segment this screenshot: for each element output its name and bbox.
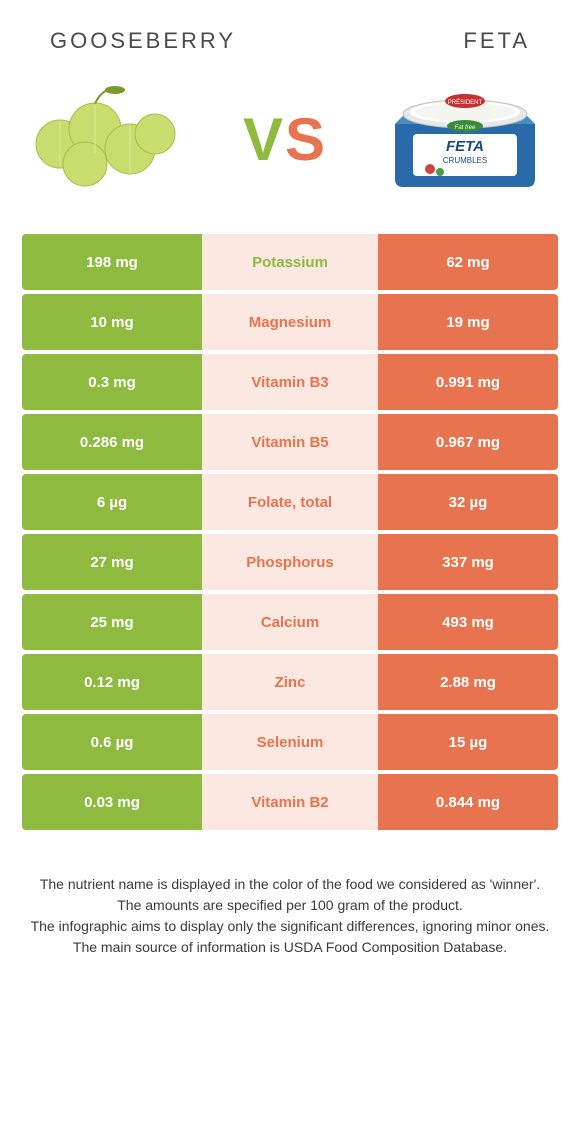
vs-s: S — [285, 106, 327, 173]
right-value: 337 mg — [378, 534, 558, 590]
nutrient-label: Vitamin B3 — [202, 354, 378, 410]
vs-label: VS — [243, 105, 327, 174]
footer-line: The amounts are specified per 100 gram o… — [28, 895, 552, 916]
footer-line: The main source of information is USDA F… — [28, 937, 552, 958]
hero-row: VS FETA CRUMBLES PRÉSIDENT Fat free — [0, 64, 580, 234]
left-value: 0.6 µg — [22, 714, 202, 770]
nutrient-label: Folate, total — [202, 474, 378, 530]
right-value: 2.88 mg — [378, 654, 558, 710]
left-value: 0.286 mg — [22, 414, 202, 470]
left-value: 6 µg — [22, 474, 202, 530]
feta-image: FETA CRUMBLES PRÉSIDENT Fat free — [380, 74, 550, 204]
left-value: 198 mg — [22, 234, 202, 290]
nutrient-label: Calcium — [202, 594, 378, 650]
footer-line: The infographic aims to display only the… — [28, 916, 552, 937]
nutrient-label: Magnesium — [202, 294, 378, 350]
right-value: 62 mg — [378, 234, 558, 290]
table-row: 0.12 mgZinc2.88 mg — [22, 654, 558, 710]
left-value: 27 mg — [22, 534, 202, 590]
nutrient-label: Potassium — [202, 234, 378, 290]
svg-text:FETA: FETA — [446, 138, 484, 155]
nutrient-table: 198 mgPotassium62 mg10 mgMagnesium19 mg0… — [0, 234, 580, 830]
table-row: 6 µgFolate, total32 µg — [22, 474, 558, 530]
gooseberry-image — [20, 74, 190, 204]
footer-notes: The nutrient name is displayed in the co… — [0, 834, 580, 958]
svg-text:CRUMBLES: CRUMBLES — [443, 156, 487, 165]
vs-v: V — [243, 106, 285, 173]
table-row: 0.6 µgSelenium15 µg — [22, 714, 558, 770]
left-value: 25 mg — [22, 594, 202, 650]
title-right: FETA — [463, 28, 530, 54]
footer-line: The nutrient name is displayed in the co… — [28, 874, 552, 895]
table-row: 0.03 mgVitamin B20.844 mg — [22, 774, 558, 830]
table-row: 25 mgCalcium493 mg — [22, 594, 558, 650]
nutrient-label: Vitamin B5 — [202, 414, 378, 470]
title-left: GOOSEBERRY — [50, 28, 236, 54]
left-value: 0.03 mg — [22, 774, 202, 830]
table-row: 0.286 mgVitamin B50.967 mg — [22, 414, 558, 470]
table-row: 0.3 mgVitamin B30.991 mg — [22, 354, 558, 410]
header: GOOSEBERRY FETA — [0, 0, 580, 64]
left-value: 0.12 mg — [22, 654, 202, 710]
right-value: 493 mg — [378, 594, 558, 650]
left-value: 0.3 mg — [22, 354, 202, 410]
right-value: 0.967 mg — [378, 414, 558, 470]
right-value: 0.991 mg — [378, 354, 558, 410]
nutrient-label: Phosphorus — [202, 534, 378, 590]
nutrient-label: Vitamin B2 — [202, 774, 378, 830]
nutrient-label: Selenium — [202, 714, 378, 770]
right-value: 0.844 mg — [378, 774, 558, 830]
nutrient-label: Zinc — [202, 654, 378, 710]
right-value: 19 mg — [378, 294, 558, 350]
right-value: 15 µg — [378, 714, 558, 770]
table-row: 27 mgPhosphorus337 mg — [22, 534, 558, 590]
left-value: 10 mg — [22, 294, 202, 350]
right-value: 32 µg — [378, 474, 558, 530]
svg-text:PRÉSIDENT: PRÉSIDENT — [448, 99, 483, 106]
svg-text:Fat free: Fat free — [455, 125, 476, 131]
table-row: 198 mgPotassium62 mg — [22, 234, 558, 290]
table-row: 10 mgMagnesium19 mg — [22, 294, 558, 350]
